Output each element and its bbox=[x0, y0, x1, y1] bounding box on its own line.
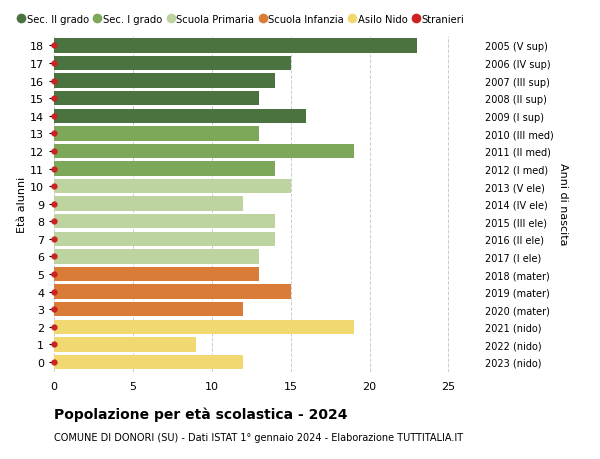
Bar bbox=[54, 92, 259, 106]
Bar bbox=[54, 355, 244, 369]
Legend: Sec. II grado, Sec. I grado, Scuola Primaria, Scuola Infanzia, Asilo Nido, Stran: Sec. II grado, Sec. I grado, Scuola Prim… bbox=[19, 15, 464, 25]
Bar bbox=[54, 145, 354, 159]
Bar bbox=[54, 267, 259, 282]
Text: Popolazione per età scolastica - 2024: Popolazione per età scolastica - 2024 bbox=[54, 406, 347, 421]
Bar bbox=[54, 197, 244, 212]
Y-axis label: Anni di nascita: Anni di nascita bbox=[557, 163, 568, 246]
Bar bbox=[54, 179, 290, 194]
Bar bbox=[54, 215, 275, 229]
Y-axis label: Età alunni: Età alunni bbox=[17, 176, 28, 232]
Bar bbox=[54, 127, 259, 141]
Bar bbox=[54, 250, 259, 264]
Bar bbox=[54, 74, 275, 89]
Bar bbox=[54, 302, 244, 317]
Bar bbox=[54, 285, 290, 299]
Text: COMUNE DI DONORI (SU) - Dati ISTAT 1° gennaio 2024 - Elaborazione TUTTITALIA.IT: COMUNE DI DONORI (SU) - Dati ISTAT 1° ge… bbox=[54, 432, 463, 442]
Bar bbox=[54, 337, 196, 352]
Bar bbox=[54, 39, 417, 54]
Bar bbox=[54, 232, 275, 246]
Bar bbox=[54, 109, 307, 124]
Bar bbox=[54, 162, 275, 176]
Bar bbox=[54, 320, 354, 334]
Bar bbox=[54, 57, 290, 71]
